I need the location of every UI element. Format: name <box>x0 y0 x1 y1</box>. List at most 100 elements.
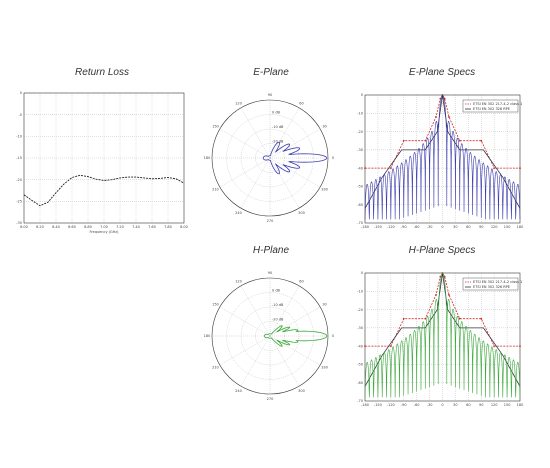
e-plane-specs-y-tick: 0 <box>361 93 363 97</box>
e-plane-specs-x-tick: -120 <box>387 225 395 229</box>
e-plane-specs-y-tick: -50 <box>357 185 363 189</box>
e-plane-ring-label: -10 dB <box>272 125 284 129</box>
return-loss-y-tick: -30 <box>16 221 22 225</box>
h-plane-angle-label: 300 <box>298 389 305 393</box>
e-plane-ring-label: 0 dB <box>272 111 281 115</box>
e-plane-specs-y-tick: -40 <box>357 166 363 170</box>
e-plane-specs-x-tick: -30 <box>427 225 433 229</box>
e-plane-specs-legend-label: ETSI EN 302 326 RPE <box>473 107 510 111</box>
return-loss-y-tick: -20 <box>16 178 22 182</box>
h-plane-specs-x-tick: 90 <box>479 403 483 407</box>
return-loss-x-tick: 7.80 <box>164 225 172 229</box>
e-plane-specs-x-tick: 30 <box>453 225 457 229</box>
h-plane-pattern <box>263 325 328 347</box>
return-loss-y-tick: -5 <box>19 113 23 117</box>
e-plane-specs-spec-marker <box>364 167 366 170</box>
h-plane-angle-label: 0 <box>332 334 334 338</box>
h-plane-specs-x-tick: 60 <box>466 403 470 407</box>
h-plane-specs-y-tick: -10 <box>357 289 363 293</box>
h-plane-angle-label: 90 <box>268 271 272 275</box>
h-plane-specs-x-tick: 120 <box>491 403 498 407</box>
h-plane-ring-label: 0 dB <box>272 289 281 293</box>
e-plane-specs-x-tick: 60 <box>466 225 470 229</box>
h-plane-specs-title: H-Plane Specs <box>408 245 476 256</box>
e-plane-specs-legend-box <box>462 99 519 113</box>
e-plane-ring-label: -20 dB <box>272 140 284 144</box>
e-plane-angle-label: 120 <box>235 102 242 106</box>
h-plane-specs-x-tick: -150 <box>374 403 382 407</box>
e-plane-specs-x-tick: -60 <box>414 225 420 229</box>
h-plane-specs-x-tick: 180 <box>517 403 524 407</box>
h-plane-specs-x-tick: 150 <box>504 403 511 407</box>
h-plane-ring-label: -20 dB <box>272 318 284 322</box>
h-plane-specs-legend-label: ETSI EN 302 217-4-2 class 1 <box>473 280 522 284</box>
e-plane-angle-label: 60 <box>299 102 303 106</box>
e-plane-specs-spec-marker <box>389 167 392 170</box>
e-plane-angle-label: 30 <box>322 125 326 129</box>
e-plane-specs-x-tick: -90 <box>401 225 407 229</box>
h-plane-specs-x-tick: 0 <box>441 403 443 407</box>
h-plane-specs-chart: -180 -150 -120 -90 -60 -30 0 30 60 90 120 150 180 0 -1… <box>357 271 524 407</box>
return-loss-y-tick: -10 <box>16 135 22 139</box>
e-plane-spoke <box>269 107 300 159</box>
h-plane-specs-y-tick: -30 <box>357 326 363 330</box>
h-plane-specs-x-tick: 30 <box>453 403 457 407</box>
h-plane-specs-spec-marker <box>519 345 521 348</box>
e-plane-angle-label: 330 <box>321 188 328 192</box>
h-plane-specs-y-tick: -20 <box>357 308 363 312</box>
e-plane-specs-x-tick: -150 <box>374 225 382 229</box>
h-plane-specs-spec-marker <box>389 345 392 348</box>
e-plane-angle-label: 0 <box>332 156 334 160</box>
e-plane-specs-pattern <box>364 94 521 220</box>
e-plane-specs-spec-marker <box>402 139 405 142</box>
h-plane-specs-y-tick: 0 <box>361 271 363 275</box>
e-plane-spoke <box>219 128 271 159</box>
h-plane-specs-spec-marker <box>424 317 427 320</box>
h-plane-angle-label: 210 <box>212 366 219 370</box>
return-loss-x-tick: 7.00 <box>100 225 108 229</box>
return-loss-x-tick: 6.80 <box>84 225 92 229</box>
e-plane-specs-y-tick: -30 <box>357 148 363 152</box>
e-plane-specs-spec-marker <box>458 139 461 142</box>
h-plane-specs-x-tick: -90 <box>401 403 407 407</box>
e-plane-specs-chart: -180 -150 -120 -90 -60 -30 0 30 60 90 120 150 180 0 -1… <box>357 93 523 229</box>
e-plane-specs-spec-marker <box>424 139 427 142</box>
e-plane-angle-label: 270 <box>267 219 274 223</box>
h-plane-ring-label: -10 dB <box>272 303 284 307</box>
return-loss-y-tick: -25 <box>16 200 22 204</box>
h-plane-specs-spec-marker <box>435 294 437 296</box>
e-plane-angle-label: 240 <box>235 211 242 215</box>
e-plane-specs-y-tick: -10 <box>357 111 363 115</box>
e-plane-pattern <box>262 141 328 175</box>
h-plane-specs-y-tick: -70 <box>357 399 363 403</box>
return-loss-title: Return Loss <box>75 67 129 78</box>
h-plane-specs-y-tick: -40 <box>357 344 363 348</box>
h-plane-specs-y-tick: -60 <box>357 381 363 385</box>
h-plane-angle-label: 330 <box>321 366 328 370</box>
e-plane-specs-y-tick: -70 <box>357 221 363 225</box>
return-loss-x-tick: 6.00 <box>20 225 28 229</box>
h-plane-angle-label: 60 <box>299 280 303 284</box>
h-plane-angle-label: 270 <box>267 397 274 401</box>
return-loss-x-tick: 7.20 <box>116 225 124 229</box>
h-plane-ring <box>226 292 314 380</box>
return-loss-x-tick: 8.00 <box>180 225 188 229</box>
e-plane-specs-spec-marker <box>435 116 437 118</box>
h-plane-angle-label: 240 <box>235 389 242 393</box>
h-plane-specs-x-tick: -180 <box>361 403 369 407</box>
e-plane-specs-y-tick: -60 <box>357 203 363 207</box>
e-plane-specs-x-tick: -180 <box>361 225 369 229</box>
e-plane-specs-spec-marker <box>519 167 521 170</box>
h-plane-spoke <box>219 306 271 337</box>
e-plane-specs-x-tick: 90 <box>479 225 483 229</box>
h-plane-specs-spec-marker <box>402 317 405 320</box>
h-plane-angle-label: 120 <box>235 280 242 284</box>
return-loss-x-tick: 6.60 <box>68 225 76 229</box>
h-plane-specs-spec-marker <box>493 345 496 348</box>
h-plane-angle-label: 180 <box>204 334 211 338</box>
return-loss-chart: 6.00 6.20 6.40 6.60 6.80 7.00 7.20 7.40 7.60 7.80… <box>16 91 188 234</box>
return-loss-y-tick: -15 <box>16 156 22 160</box>
e-plane-specs-x-tick: 150 <box>504 225 511 229</box>
e-plane-ring <box>226 114 314 202</box>
return-loss-x-tick: 6.20 <box>36 225 44 229</box>
